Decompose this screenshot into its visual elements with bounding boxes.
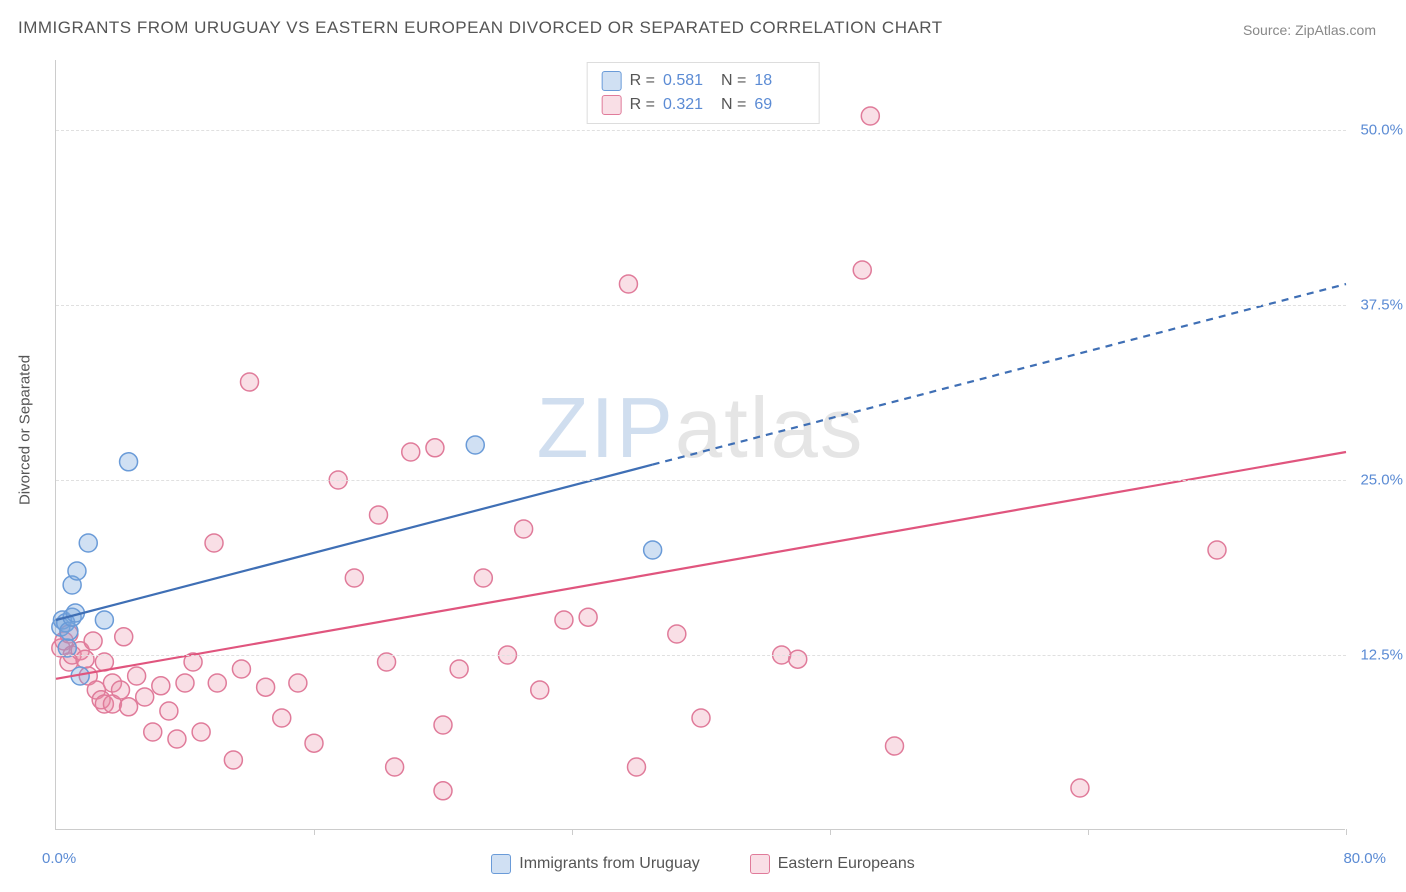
scatter-point-eastern [224, 751, 242, 769]
scatter-point-eastern [232, 660, 250, 678]
scatter-point-eastern [789, 650, 807, 668]
scatter-point-eastern [241, 373, 259, 391]
scatter-point-eastern [205, 534, 223, 552]
trend-line-uruguay [56, 465, 653, 620]
scatter-point-eastern [370, 506, 388, 524]
n-value-uruguay: 18 [754, 69, 804, 93]
scatter-point-eastern [192, 723, 210, 741]
scatter-point-eastern [273, 709, 291, 727]
x-max-label: 80.0% [1343, 850, 1386, 867]
n-label: N = [721, 69, 746, 93]
scatter-point-eastern [112, 681, 130, 699]
legend-swatch-uruguay-icon [491, 854, 511, 874]
scatter-point-uruguay [68, 562, 86, 580]
r-label: R = [630, 93, 655, 117]
y-axis-title: Divorced or Separated [17, 355, 34, 505]
grid-line-h [56, 130, 1346, 131]
scatter-point-eastern [84, 632, 102, 650]
x-origin-label: 0.0% [42, 850, 76, 867]
grid-line-h [56, 655, 1346, 656]
x-tick [830, 829, 831, 835]
r-label: R = [630, 69, 655, 93]
legend-swatch-eastern-icon [750, 854, 770, 874]
scatter-point-uruguay [79, 534, 97, 552]
scatter-point-eastern [861, 107, 879, 125]
scatter-point-eastern [692, 709, 710, 727]
scatter-point-eastern [1071, 779, 1089, 797]
scatter-point-eastern [853, 261, 871, 279]
scatter-point-uruguay [95, 611, 113, 629]
n-value-eastern: 69 [754, 93, 804, 117]
y-tick-label: 50.0% [1360, 122, 1403, 139]
legend-label-eastern: Eastern Europeans [778, 855, 915, 873]
chart-svg [56, 60, 1346, 830]
scatter-point-eastern [289, 674, 307, 692]
scatter-point-eastern [386, 758, 404, 776]
grid-line-h [56, 480, 1346, 481]
correlation-legend: R = 0.581 N = 18 R = 0.321 N = 69 [587, 62, 820, 124]
source-attribution: Source: ZipAtlas.com [1243, 22, 1376, 38]
scatter-point-eastern [144, 723, 162, 741]
scatter-point-eastern [176, 674, 194, 692]
scatter-point-eastern [628, 758, 646, 776]
legend-swatch-eastern [602, 95, 622, 115]
correlation-legend-row-eastern: R = 0.321 N = 69 [602, 93, 805, 117]
scatter-point-eastern [160, 702, 178, 720]
scatter-point-eastern [434, 716, 452, 734]
x-tick [314, 829, 315, 835]
scatter-point-eastern [76, 650, 94, 668]
scatter-point-eastern [345, 569, 363, 587]
scatter-point-eastern [208, 674, 226, 692]
scatter-point-eastern [426, 439, 444, 457]
scatter-point-eastern [128, 667, 146, 685]
scatter-point-eastern [402, 443, 420, 461]
scatter-point-uruguay [644, 541, 662, 559]
scatter-point-eastern [579, 608, 597, 626]
scatter-point-eastern [1208, 541, 1226, 559]
scatter-point-uruguay [466, 436, 484, 454]
scatter-point-eastern [305, 734, 323, 752]
scatter-point-eastern [531, 681, 549, 699]
series-legend: Immigrants from Uruguay Eastern European… [0, 854, 1406, 874]
scatter-point-eastern [515, 520, 533, 538]
scatter-point-eastern [115, 628, 133, 646]
scatter-point-eastern [136, 688, 154, 706]
legend-label-uruguay: Immigrants from Uruguay [519, 855, 700, 873]
scatter-point-eastern [434, 782, 452, 800]
r-value-eastern: 0.321 [663, 93, 713, 117]
y-tick-label: 37.5% [1360, 297, 1403, 314]
scatter-point-uruguay [120, 453, 138, 471]
correlation-legend-row-uruguay: R = 0.581 N = 18 [602, 69, 805, 93]
x-tick [1088, 829, 1089, 835]
trend-line-eastern [56, 452, 1346, 679]
chart-title: IMMIGRANTS FROM URUGUAY VS EASTERN EUROP… [18, 18, 943, 38]
n-label: N = [721, 93, 746, 117]
legend-swatch-uruguay [602, 71, 622, 91]
x-tick [572, 829, 573, 835]
scatter-point-eastern [168, 730, 186, 748]
scatter-point-eastern [257, 678, 275, 696]
scatter-point-eastern [450, 660, 468, 678]
x-tick [1346, 829, 1347, 835]
r-value-uruguay: 0.581 [663, 69, 713, 93]
y-tick-label: 25.0% [1360, 472, 1403, 489]
legend-item-eastern: Eastern Europeans [750, 854, 915, 874]
scatter-point-eastern [555, 611, 573, 629]
grid-line-h [56, 305, 1346, 306]
scatter-point-eastern [152, 677, 170, 695]
scatter-point-eastern [474, 569, 492, 587]
chart-container: IMMIGRANTS FROM URUGUAY VS EASTERN EUROP… [0, 0, 1406, 892]
scatter-point-eastern [668, 625, 686, 643]
scatter-point-eastern [619, 275, 637, 293]
scatter-point-eastern [120, 698, 138, 716]
legend-item-uruguay: Immigrants from Uruguay [491, 854, 700, 874]
plot-area: ZIPatlas 12.5%25.0%37.5%50.0% [55, 60, 1345, 830]
y-tick-label: 12.5% [1360, 647, 1403, 664]
trend-line-dashed-uruguay [653, 284, 1346, 465]
scatter-point-eastern [886, 737, 904, 755]
